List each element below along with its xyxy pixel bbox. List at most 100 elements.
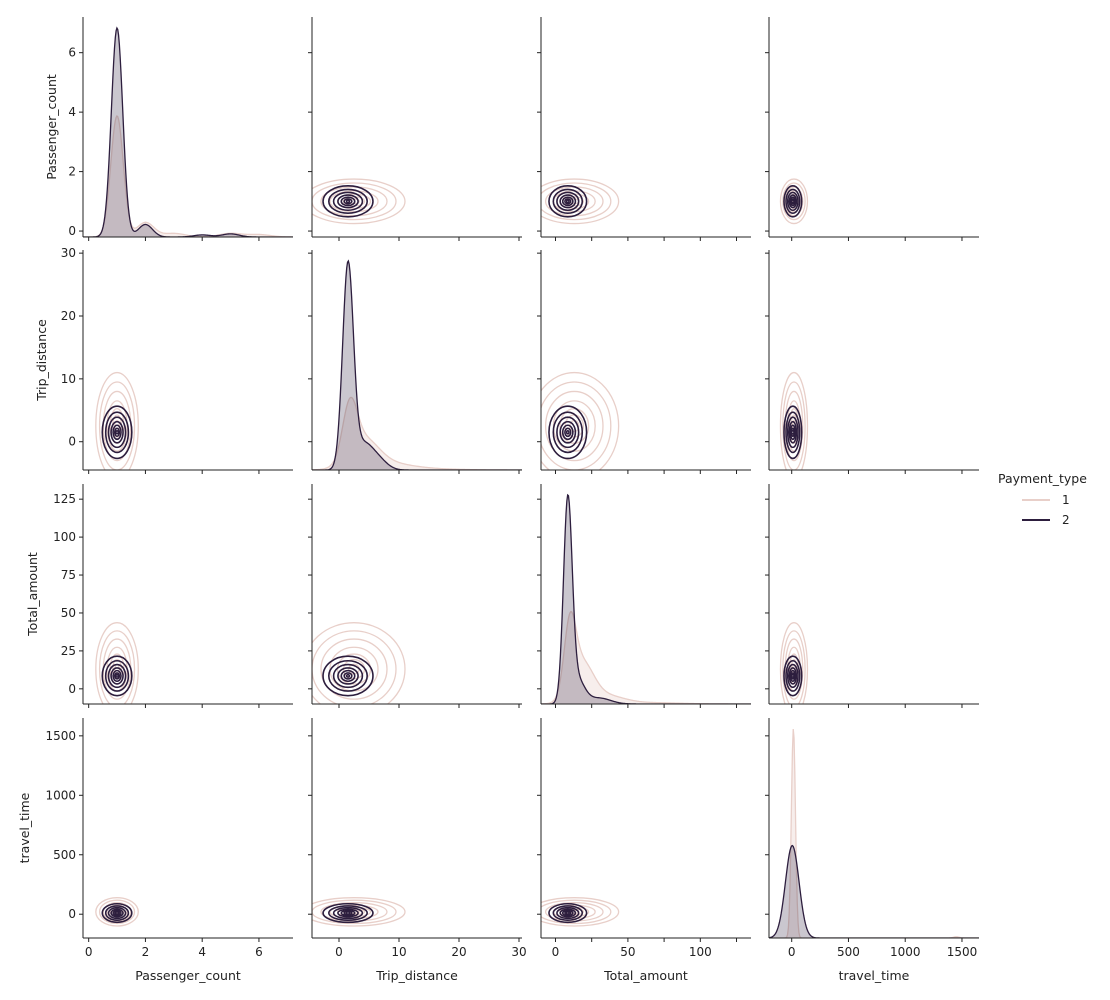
- density-curve-series-2-travel_time: [769, 844, 979, 938]
- panel-travel_time-vs-Passenger_count: 0 500 1000 1500 0 2 4 6: [45, 718, 293, 959]
- legend-title: Payment_type: [998, 471, 1087, 486]
- panel-Trip_distance-vs-travel_time: [765, 250, 979, 474]
- panel-Total_amount-vs-Total_amount: [537, 484, 751, 708]
- contour-series-1-level-1: [95, 897, 139, 927]
- contour-series-1-level-2: [782, 381, 806, 470]
- x-tick-label: 2: [142, 945, 150, 959]
- contour-series-2-level-3: [556, 906, 580, 920]
- contour-series-2-level-1: [783, 405, 803, 460]
- contour-series-1-level-2: [541, 381, 612, 470]
- contour-series-1-level-1: [541, 897, 620, 927]
- contour-series-1-level-1: [779, 178, 809, 225]
- contour-series-2-level-3: [556, 416, 580, 449]
- contour-series-1-level-1: [541, 371, 620, 470]
- contour-series-2-level-2: [104, 659, 130, 692]
- x-axis-label-Trip_distance: Trip_distance: [375, 968, 458, 983]
- contour-series-2-level-1: [548, 185, 588, 218]
- panel-travel_time-vs-Total_amount: 0 50 100: [537, 718, 751, 959]
- panel-Total_amount-vs-Passenger_count: 0 25 50 75 100 125: [53, 484, 293, 708]
- y-tick-label: 75: [61, 568, 76, 582]
- contour-series-2-level-7: [565, 199, 570, 204]
- contour-series-2-level-2: [104, 905, 130, 921]
- contour-series-2-level-3: [332, 191, 364, 212]
- contour-series-1-level-3: [784, 186, 804, 217]
- contour-series-2-level-1: [322, 902, 374, 924]
- contour-series-2-level-2: [785, 188, 801, 215]
- contour-series-2-level-4: [559, 908, 577, 918]
- contour-series-1-level-1: [312, 897, 406, 927]
- contour-series-2-level-4: [788, 194, 798, 209]
- contour-series-2-level-7: [115, 673, 120, 678]
- contour-series-2-level-2: [552, 905, 584, 921]
- contour-series-2-level-5: [561, 909, 574, 917]
- density-fill-series-1-Trip_distance: [312, 397, 522, 470]
- contour-series-2-level-5: [112, 909, 122, 917]
- contour-series-2-level-3: [107, 906, 127, 920]
- contour-series-2-level-5: [561, 424, 574, 441]
- contour-series-2-level-1: [322, 185, 374, 218]
- contour-series-2-level-1: [783, 185, 803, 218]
- y-axis-label-travel_time: travel_time: [17, 792, 32, 863]
- density-fill-series-2-Trip_distance: [312, 261, 522, 470]
- density-fill-series-2-Total_amount: [541, 495, 751, 704]
- x-axis-label-Total_amount: Total_amount: [603, 968, 688, 983]
- contour-series-1-level-2: [312, 182, 397, 221]
- contour-series-2-level-5: [112, 424, 122, 441]
- x-tick-label: 500: [837, 945, 860, 959]
- contour-series-2-level-6: [343, 672, 353, 680]
- y-tick-label: 0: [68, 907, 76, 921]
- contour-series-1-level-4: [106, 400, 128, 452]
- contour-series-1-level-2: [782, 182, 806, 221]
- y-tick-label: 100: [53, 530, 76, 544]
- contour-series-2-level-4: [110, 420, 124, 444]
- contour-series-2-level-7: [790, 429, 795, 435]
- contour-series-2-level-4: [110, 667, 124, 685]
- legend-label-1: 1: [1062, 493, 1070, 507]
- contour-series-2-level-7: [115, 429, 120, 435]
- legend-label-2: 2: [1062, 513, 1070, 527]
- y-tick-label: 0: [68, 435, 76, 449]
- contour-series-2-level-3: [332, 663, 364, 689]
- contour-series-2-level-6: [113, 672, 121, 680]
- contour-series-2-level-2: [327, 188, 368, 215]
- density-fill-series-1-Total_amount: [541, 611, 751, 704]
- contour-series-2-level-7: [345, 199, 351, 204]
- contour-series-1-level-3: [320, 638, 388, 700]
- contour-series-2-level-4: [788, 420, 798, 444]
- contour-series-2-level-1: [548, 902, 588, 924]
- contour-series-2-level-1: [322, 655, 374, 697]
- contour-series-2-level-1: [101, 405, 133, 460]
- contour-series-2-level-3: [107, 416, 127, 449]
- panel-Trip_distance-vs-Passenger_count: 0 10 20 30: [61, 246, 293, 474]
- contour-series-1-level-2: [312, 630, 397, 704]
- panel-Passenger_count-vs-travel_time: [765, 17, 979, 241]
- contour-series-2-level-5: [340, 196, 356, 207]
- contour-series-2-level-2: [552, 411, 584, 454]
- contour-series-1-level-1: [95, 371, 139, 470]
- contour-series-2-level-5: [340, 909, 356, 917]
- contour-series-1-level-3: [544, 390, 604, 462]
- x-tick-label: 1000: [890, 945, 921, 959]
- y-tick-label: 4: [68, 105, 76, 119]
- panel-travel_time-vs-Trip_distance: 0 10 20 30: [308, 718, 527, 959]
- contour-series-1-level-1: [541, 178, 620, 225]
- x-tick-label: 0: [85, 945, 93, 959]
- contour-series-2-level-7: [345, 911, 351, 916]
- y-tick-label: 1000: [45, 788, 76, 802]
- contour-series-2-level-7: [345, 673, 351, 678]
- contour-series-2-level-4: [559, 194, 577, 209]
- contour-series-2-level-6: [343, 198, 353, 205]
- contour-series-1-level-2: [98, 381, 136, 470]
- y-tick-label: 0: [68, 682, 76, 696]
- x-axis-label-travel_time: travel_time: [839, 968, 910, 983]
- y-tick-label: 1500: [45, 729, 76, 743]
- panel-travel_time-vs-travel_time: 0 500 1000 1500: [765, 718, 979, 959]
- contour-series-2-level-5: [789, 669, 797, 683]
- y-axis-label-Trip_distance: Trip_distance: [34, 319, 49, 402]
- y-tick-label: 50: [61, 606, 76, 620]
- contour-series-2-level-4: [788, 667, 798, 685]
- contour-series-1-level-2: [541, 182, 612, 221]
- contour-series-2-level-6: [113, 427, 121, 438]
- contour-series-2-level-2: [785, 411, 801, 454]
